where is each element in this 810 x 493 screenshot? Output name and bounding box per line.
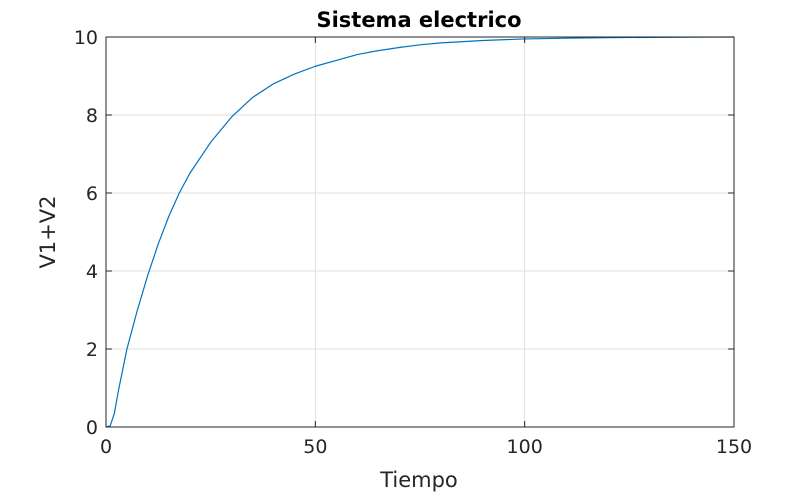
x-tick-label: 100 xyxy=(507,436,543,458)
y-tick-label: 10 xyxy=(74,27,98,49)
plot-frame xyxy=(105,36,735,428)
y-tick-label: 0 xyxy=(86,417,98,439)
y-tick-label: 2 xyxy=(86,339,98,361)
x-axis-label: Tiempo xyxy=(379,468,458,492)
grid-lines xyxy=(105,36,735,428)
y-tick-label: 4 xyxy=(86,261,98,283)
x-tick-label: 0 xyxy=(100,436,112,458)
tick-marks xyxy=(105,36,735,428)
series-layer xyxy=(105,36,735,428)
chart-title: Sistema electrico xyxy=(316,8,521,32)
y-tick-labels: 0 2 4 6 8 10 xyxy=(74,27,98,439)
x-tick-label: 50 xyxy=(303,436,327,458)
x-tick-label: 150 xyxy=(716,436,752,458)
y-tick-label: 6 xyxy=(86,183,98,205)
y-tick-label: 8 xyxy=(86,105,98,127)
series-line xyxy=(105,36,735,428)
y-axis-label: V1+V2 xyxy=(36,195,60,268)
x-tick-labels: 0 50 100 150 xyxy=(100,436,752,458)
